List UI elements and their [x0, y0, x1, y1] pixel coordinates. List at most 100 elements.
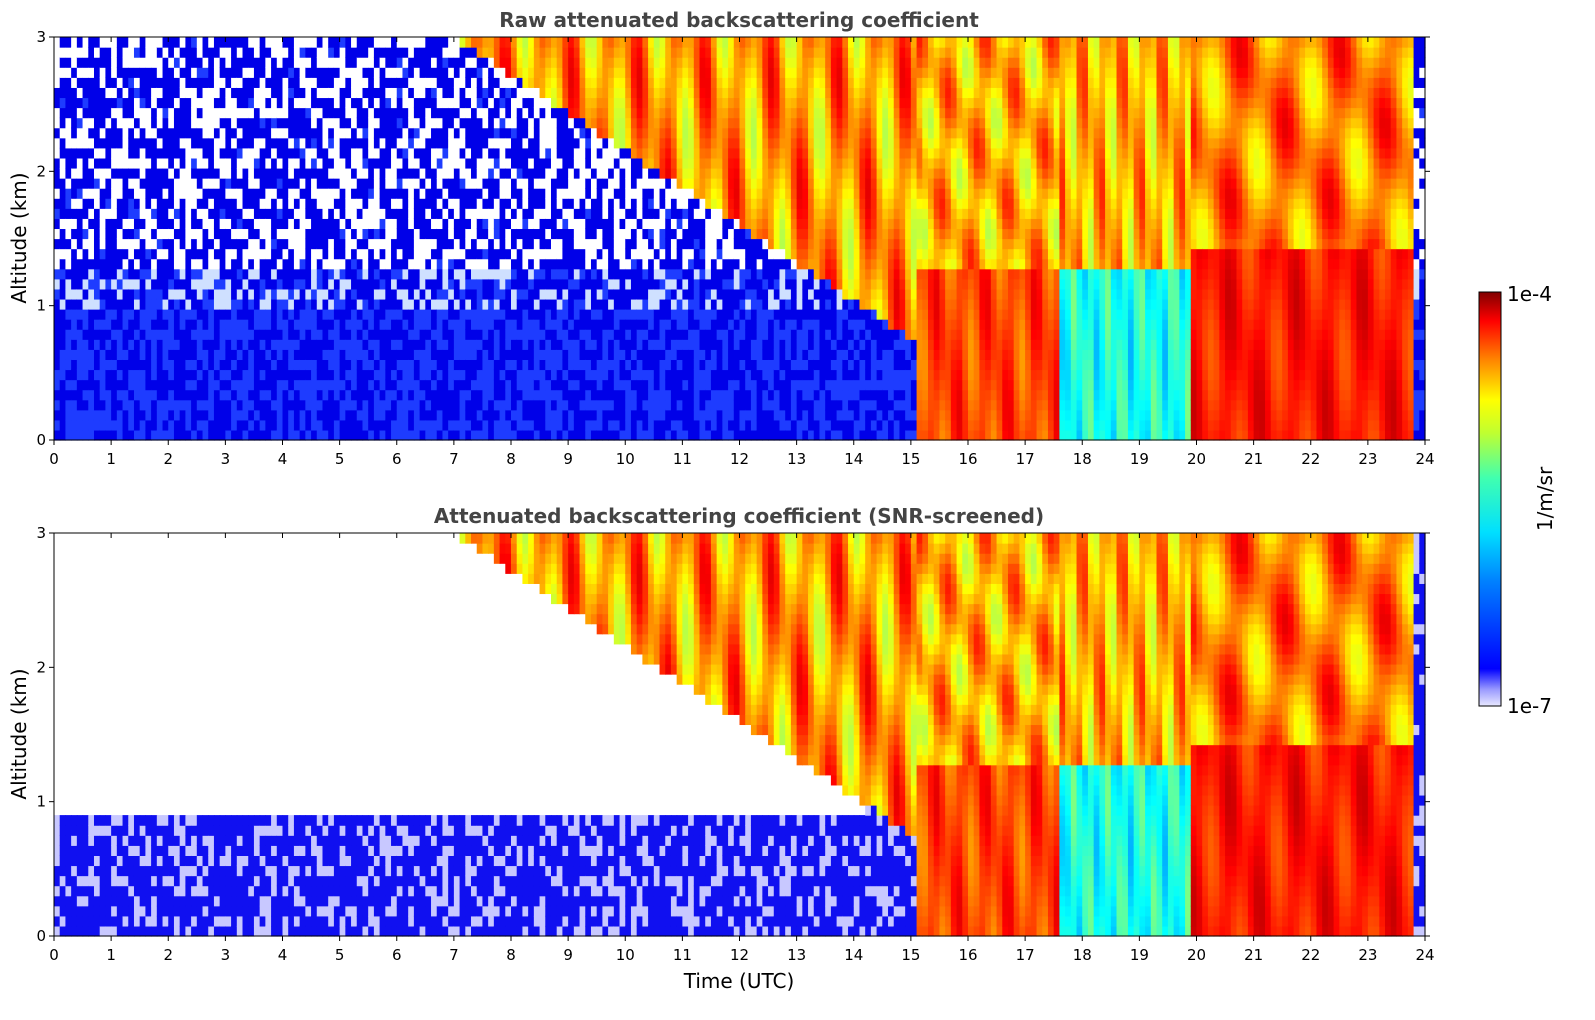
- heatmap-cell: [579, 117, 586, 129]
- heatmap-cell: [82, 349, 89, 360]
- heatmap-cell: [750, 57, 758, 68]
- heatmap-cell: [562, 47, 569, 58]
- heatmap-cell: [482, 77, 489, 88]
- heatmap-cell: [442, 359, 449, 371]
- heatmap-cell: [82, 77, 89, 88]
- heatmap-cell: [550, 319, 558, 330]
- heatmap-cell: [505, 188, 512, 199]
- heatmap-cell: [648, 117, 655, 129]
- heatmap-cell: [59, 97, 67, 109]
- heatmap-cell: [590, 137, 598, 149]
- heatmap-cell: [573, 57, 581, 68]
- heatmap-cell: [362, 349, 369, 360]
- heatmap-cell: [705, 369, 712, 381]
- heatmap-cell: [133, 87, 141, 99]
- heatmap-cell: [145, 399, 152, 411]
- heatmap-cell: [699, 349, 706, 360]
- heatmap-cell: [511, 188, 518, 199]
- heatmap-cell: [76, 107, 84, 119]
- heatmap-cell: [288, 127, 295, 139]
- heatmap-cell: [465, 107, 472, 119]
- heatmap-cell: [413, 329, 421, 340]
- heatmap-cell: [733, 47, 741, 58]
- heatmap-cell: [305, 188, 312, 199]
- heatmap-cell: [762, 218, 769, 230]
- heatmap-cell: [516, 389, 524, 401]
- heatmap-cell: [122, 409, 129, 421]
- heatmap-cell: [596, 188, 603, 199]
- heatmap-cell: [739, 258, 746, 270]
- heatmap-cell: [636, 127, 643, 139]
- heatmap-cell: [168, 419, 175, 431]
- heatmap-cell: [231, 309, 238, 320]
- heatmap-cell: [619, 188, 626, 199]
- heatmap-cell: [116, 178, 124, 189]
- heatmap-cell: [511, 288, 518, 300]
- heatmap-cell: [745, 77, 752, 88]
- heatmap-cell: [253, 419, 261, 431]
- heatmap-cell: [379, 137, 386, 149]
- heatmap-cell: [196, 379, 204, 391]
- heatmap-cell: [431, 248, 438, 260]
- heatmap-cell: [533, 329, 541, 340]
- heatmap-cell: [225, 399, 232, 411]
- heatmap-cell: [208, 147, 215, 159]
- heatmap-cell: [385, 178, 392, 189]
- heatmap-cell: [419, 329, 426, 340]
- heatmap-cell: [545, 389, 552, 401]
- heatmap-cell: [448, 419, 455, 431]
- heatmap-cell: [648, 429, 655, 441]
- heatmap-cell: [550, 258, 558, 270]
- heatmap-cell: [590, 329, 598, 340]
- heatmap-cell: [716, 47, 723, 58]
- heatmap-cell: [705, 198, 712, 209]
- heatmap-cell: [562, 339, 569, 350]
- heatmap-cell: [105, 67, 112, 78]
- heatmap-cell: [476, 117, 484, 129]
- heatmap-cell: [242, 419, 249, 431]
- heatmap-cell: [459, 87, 466, 99]
- heatmap-cell: [688, 87, 695, 99]
- heatmap-cell: [619, 228, 626, 240]
- heatmap-cell: [122, 319, 129, 330]
- heatmap-cell: [208, 298, 215, 310]
- heatmap-cell: [379, 238, 386, 250]
- heatmap-cell: [248, 218, 255, 230]
- heatmap-cell: [328, 218, 335, 230]
- heatmap-cell: [545, 37, 552, 48]
- heatmap-cell: [173, 47, 181, 58]
- heatmap-cell: [556, 77, 564, 88]
- heatmap-cell: [316, 319, 324, 330]
- heatmap-cell: [739, 298, 746, 310]
- heatmap-cell: [322, 258, 329, 270]
- heatmap-cell: [253, 167, 261, 179]
- heatmap-cell: [533, 399, 541, 411]
- heatmap-cell: [339, 67, 346, 78]
- heatmap-cell: [54, 409, 61, 421]
- heatmap-cell: [739, 419, 746, 431]
- heatmap-cell: [351, 319, 358, 330]
- heatmap-cell: [539, 419, 546, 431]
- heatmap-cell: [299, 137, 306, 149]
- heatmap-cell: [139, 298, 146, 310]
- heatmap-cell: [208, 228, 215, 240]
- heatmap-cell: [670, 137, 678, 149]
- heatmap-cell: [111, 178, 118, 189]
- heatmap-cell: [425, 87, 432, 99]
- heatmap-cell: [328, 137, 335, 149]
- heatmap-cell: [362, 278, 369, 290]
- heatmap-cell: [756, 107, 763, 119]
- heatmap-cell: [242, 117, 249, 129]
- heatmap-cell: [133, 57, 141, 68]
- heatmap-cell: [568, 429, 575, 441]
- heatmap-cell: [71, 228, 78, 240]
- heatmap-cell: [573, 399, 581, 411]
- heatmap-cell: [653, 369, 661, 381]
- heatmap-cell: [522, 429, 529, 441]
- heatmap-cell: [293, 57, 301, 68]
- heatmap-cell: [682, 258, 689, 270]
- heatmap-cell: [271, 67, 278, 78]
- heatmap-cell: [676, 309, 683, 320]
- heatmap-cell: [431, 389, 438, 401]
- heatmap-cell: [208, 188, 215, 199]
